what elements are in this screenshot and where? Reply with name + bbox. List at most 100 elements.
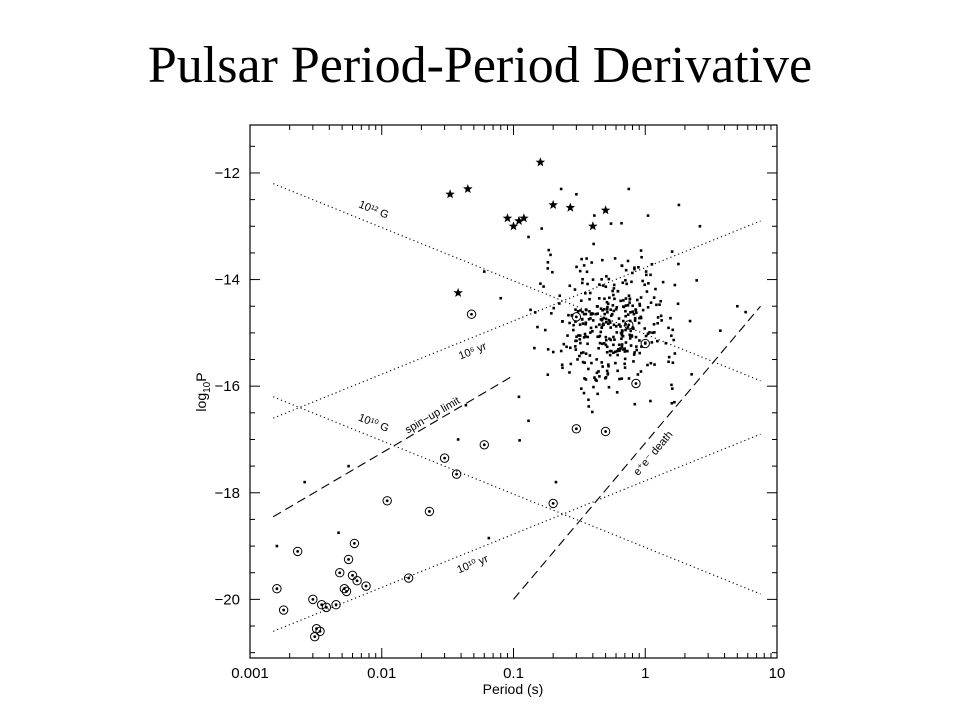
data-point [649,301,653,304]
data-point [580,299,583,303]
data-point [570,314,574,317]
circled-point-center [574,315,578,319]
data-point [639,370,643,373]
circled-point-center [351,573,354,577]
data-point [595,371,599,375]
data-point [646,332,650,335]
data-point [605,320,608,324]
data-point [628,337,632,340]
data-point [577,334,580,337]
y-tick-label: −20 [215,591,240,608]
data-point [575,192,578,196]
circled-point [292,546,303,557]
data-point [337,531,340,535]
data-point [598,323,601,326]
data-point [579,309,582,312]
data-point [569,362,573,366]
data-point [604,285,608,289]
data-point [646,363,649,367]
data-point [572,323,575,327]
data-point [620,329,624,332]
data-point [626,349,629,353]
data-point [628,333,632,337]
data-point [633,319,637,322]
data-point [636,373,640,376]
data-point [552,306,556,310]
data-point [551,270,554,274]
x-tick-label: 0.001 [231,665,269,682]
data-point [303,480,306,484]
data-point [634,335,638,339]
data-point [628,297,632,301]
data-point [606,363,610,366]
data-point [581,281,584,285]
data-point [629,311,632,314]
data-point [620,343,624,346]
circled-point-center [443,456,447,460]
data-point [543,328,547,332]
data-point [672,338,676,342]
data-point [568,284,572,288]
data-point [659,314,663,318]
data-point [583,332,587,336]
data-point [561,366,564,370]
data-point [627,187,631,191]
data-points [272,157,747,642]
data-point [607,277,611,281]
data-point [644,334,648,338]
circled-point-center [574,427,578,431]
data-point [624,314,627,318]
star-point [445,189,455,199]
reference-line-label: 10¹⁰ G [357,412,391,435]
data-point [630,280,633,284]
data-point [613,257,617,260]
data-point [638,304,642,307]
data-point [607,364,610,368]
data-point [533,346,536,350]
reference-line-label: e⁺e⁻ death [631,429,675,478]
data-point [275,544,279,548]
data-point [606,302,610,306]
data-point [633,266,636,269]
circled-point-center [470,312,473,316]
data-point [632,312,636,316]
data-point [660,319,663,322]
data-point [582,312,586,316]
data-point [547,248,551,252]
data-point [644,270,648,273]
data-point [588,310,591,313]
data-point [587,398,590,402]
data-point [670,401,674,405]
data-point [591,278,595,281]
data-point [605,369,609,373]
data-point [596,312,599,315]
data-point [584,352,588,355]
data-point [593,214,596,217]
data-point [670,250,674,253]
data-point [698,224,702,228]
data-point [619,331,623,335]
data-point [575,339,578,343]
data-point [605,350,609,354]
data-point [612,343,615,347]
data-point [664,341,668,345]
data-point [561,320,564,323]
data-point [594,312,598,316]
data-point [633,402,637,406]
reference-line-label: spin−up limit [403,395,462,436]
circled-point-center [482,443,486,447]
circled-point [308,594,318,605]
data-point [608,337,611,341]
circled-point-center [428,510,431,513]
data-point [529,308,532,312]
circled-point-center [355,579,359,583]
data-point [609,308,613,311]
data-point [591,329,594,333]
data-point [617,343,621,347]
data-point [568,371,571,374]
circled-point [439,453,450,463]
reference-lines: 10¹² G 10¹⁰ G 10⁶ yr 10¹⁰ yr spin−up limit e⁺… [272,183,761,632]
reference-line-2 [272,220,761,419]
data-point [638,351,642,355]
data-point [582,391,586,395]
